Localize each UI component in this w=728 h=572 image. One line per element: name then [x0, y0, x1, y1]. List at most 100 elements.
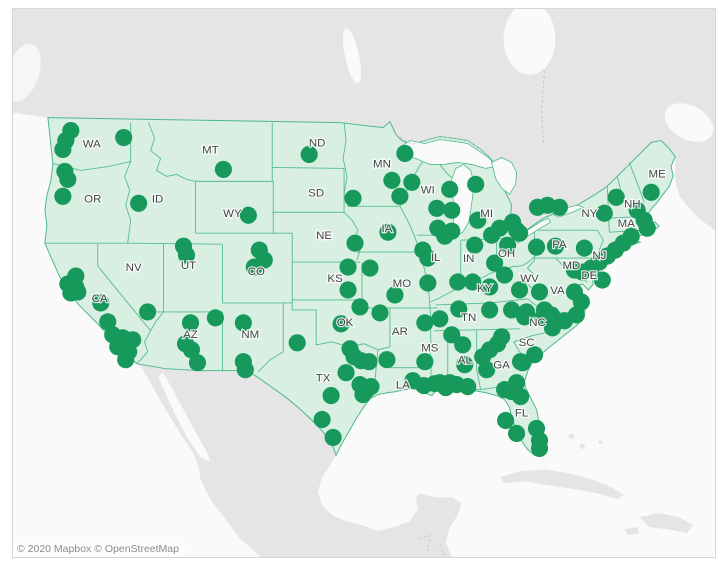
location-marker[interactable] [527, 238, 546, 256]
location-marker[interactable] [456, 356, 474, 374]
location-marker[interactable] [510, 224, 529, 242]
location-marker[interactable] [530, 283, 549, 301]
location-marker[interactable] [351, 298, 369, 316]
location-marker[interactable] [607, 188, 625, 206]
location-marker[interactable] [572, 293, 590, 311]
location-marker[interactable] [354, 386, 372, 404]
location-marker[interactable] [182, 341, 201, 359]
location-marker[interactable] [486, 254, 504, 272]
location-marker[interactable] [360, 353, 378, 371]
location-marker[interactable] [530, 439, 549, 457]
location-marker[interactable] [496, 266, 514, 284]
location-marker[interactable] [188, 354, 207, 372]
location-marker[interactable] [396, 144, 414, 163]
location-marker[interactable] [378, 351, 396, 369]
location-marker[interactable] [337, 364, 355, 382]
location-marker[interactable] [339, 258, 357, 276]
location-marker[interactable] [481, 301, 499, 319]
hispaniola [639, 513, 694, 534]
location-marker[interactable] [115, 128, 133, 147]
location-marker[interactable] [344, 189, 362, 207]
location-marker[interactable] [419, 274, 437, 292]
location-marker[interactable] [555, 312, 574, 330]
location-marker[interactable] [313, 410, 331, 429]
location-marker[interactable] [239, 206, 257, 224]
location-marker[interactable] [339, 281, 357, 299]
location-marker[interactable] [346, 234, 364, 252]
location-marker[interactable] [332, 315, 350, 333]
location-marker[interactable] [507, 424, 526, 443]
state-label-nh: NH [624, 198, 641, 210]
location-marker[interactable] [130, 194, 148, 212]
location-marker[interactable] [496, 381, 514, 399]
location-marker[interactable] [497, 411, 515, 430]
location-marker[interactable] [546, 237, 565, 255]
location-marker[interactable] [99, 313, 117, 331]
location-marker[interactable] [361, 259, 379, 277]
map-attribution[interactable]: © 2020 Mapbox © OpenStreetMap [13, 543, 185, 557]
location-marker[interactable] [391, 187, 409, 205]
location-marker[interactable] [454, 336, 472, 354]
location-marker[interactable] [443, 326, 461, 344]
location-marker[interactable] [467, 175, 485, 193]
location-marker[interactable] [206, 309, 224, 327]
state-label-de: DE [581, 270, 597, 282]
location-marker[interactable] [379, 223, 397, 241]
location-marker[interactable] [466, 236, 484, 254]
location-marker[interactable] [300, 145, 318, 164]
location-marker[interactable] [54, 187, 72, 205]
location-marker[interactable] [443, 222, 461, 240]
location-marker[interactable] [515, 308, 534, 326]
location-marker[interactable] [511, 388, 530, 406]
location-marker[interactable] [503, 301, 521, 319]
location-marker[interactable] [59, 170, 77, 188]
location-marker[interactable] [69, 283, 87, 301]
location-marker[interactable] [464, 273, 482, 291]
location-marker[interactable] [550, 198, 569, 216]
location-marker[interactable] [474, 348, 492, 366]
location-marker[interactable] [593, 271, 611, 289]
location-marker[interactable] [383, 171, 401, 189]
location-marker[interactable] [386, 286, 404, 304]
location-marker[interactable] [139, 303, 157, 321]
map-canvas[interactable]: WA OR ID MT WY NV UT CO ND SD NE KS CA AZ NM TX OK MN IA MO… [12, 8, 716, 558]
location-marker[interactable] [181, 314, 200, 332]
location-marker[interactable] [245, 258, 263, 276]
location-marker[interactable] [92, 294, 110, 312]
location-marker[interactable] [431, 310, 449, 328]
location-marker[interactable] [469, 211, 487, 229]
location-marker[interactable] [535, 301, 554, 319]
location-marker[interactable] [483, 226, 501, 244]
location-marker[interactable] [595, 204, 613, 222]
location-marker[interactable] [322, 387, 340, 405]
location-marker[interactable] [459, 378, 477, 396]
location-marker[interactable] [513, 354, 532, 372]
location-marker[interactable] [371, 304, 389, 322]
location-marker[interactable] [565, 261, 583, 279]
location-marker[interactable] [443, 201, 461, 219]
location-marker[interactable] [416, 353, 434, 371]
location-marker[interactable] [481, 278, 499, 296]
state-label-oh: OH [498, 248, 515, 260]
location-marker[interactable] [288, 334, 306, 352]
location-marker[interactable] [510, 281, 529, 299]
location-marker[interactable] [478, 361, 496, 379]
location-marker[interactable] [54, 140, 72, 159]
location-marker[interactable] [117, 351, 135, 369]
location-marker[interactable] [419, 249, 437, 267]
location-marker[interactable] [324, 428, 342, 447]
location-marker[interactable] [236, 361, 254, 379]
location-marker[interactable] [499, 236, 517, 254]
location-marker[interactable] [575, 239, 593, 257]
location-marker[interactable] [403, 173, 421, 191]
location-marker[interactable] [441, 180, 459, 198]
location-marker[interactable] [449, 273, 467, 291]
location-marker[interactable] [234, 314, 252, 332]
location-marker[interactable] [638, 219, 656, 237]
location-marker[interactable] [177, 246, 196, 264]
location-marker[interactable] [416, 314, 434, 332]
location-marker[interactable] [642, 183, 660, 201]
location-marker[interactable] [428, 199, 446, 217]
location-marker[interactable] [214, 160, 232, 178]
location-marker[interactable] [450, 300, 468, 318]
